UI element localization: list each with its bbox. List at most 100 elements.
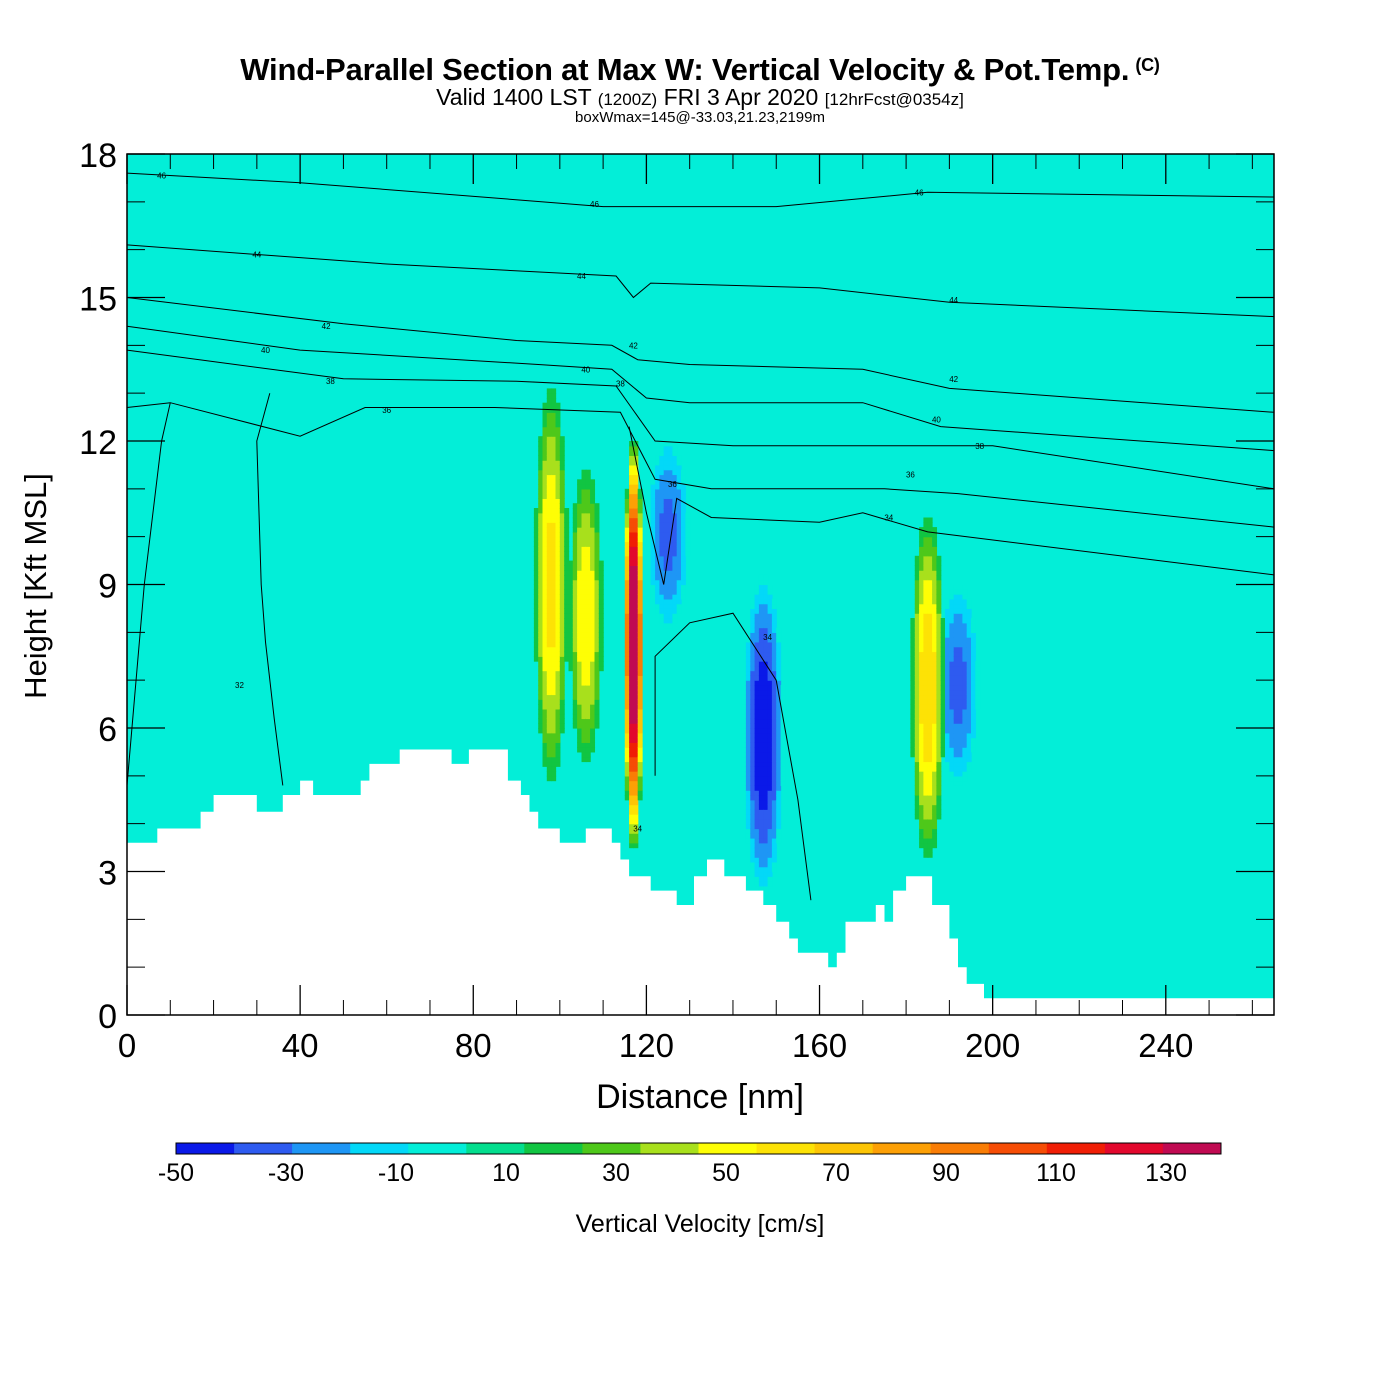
velocity-cell <box>633 527 639 533</box>
velocity-cell <box>564 536 570 543</box>
velocity-cell <box>629 608 635 614</box>
velocity-cell <box>542 689 548 696</box>
velocity-cell <box>975 694 981 700</box>
velocity-cell <box>945 646 950 653</box>
velocity-cell <box>546 589 552 595</box>
velocity-cell <box>741 766 747 772</box>
velocity-cell <box>767 852 773 858</box>
velocity-cell <box>923 694 929 700</box>
velocity-cell <box>533 522 539 528</box>
velocity-cell <box>910 747 916 753</box>
velocity-cell <box>637 536 643 543</box>
velocity-cell <box>776 809 782 815</box>
velocity-cell <box>577 546 583 552</box>
velocity-cell <box>932 551 938 557</box>
velocity-cell <box>923 809 929 815</box>
velocity-cell <box>559 685 565 691</box>
velocity-cell <box>577 665 583 672</box>
velocity-cell <box>776 680 782 686</box>
velocity-cell <box>910 751 916 758</box>
velocity-cell <box>676 536 682 543</box>
velocity-cell <box>927 823 933 830</box>
velocity-cell <box>763 775 769 782</box>
velocity-cell <box>590 613 596 619</box>
velocity-cell <box>927 771 933 777</box>
velocity-cell <box>655 479 661 485</box>
velocity-cell <box>594 613 600 619</box>
velocity-cell <box>546 536 552 543</box>
velocity-cell <box>555 474 561 480</box>
velocity-cell <box>564 584 570 590</box>
velocity-cell <box>914 694 920 700</box>
velocity-cell <box>940 718 946 724</box>
velocity-cell <box>919 646 925 653</box>
velocity-cell <box>763 579 769 586</box>
velocity-cell <box>633 627 639 633</box>
velocity-cell <box>650 527 656 533</box>
velocity-cell <box>932 756 938 763</box>
velocity-cell <box>750 795 756 801</box>
velocity-cell <box>750 742 756 748</box>
velocity-cell <box>750 661 756 667</box>
velocity-cell <box>962 656 968 662</box>
velocity-cell <box>767 737 773 743</box>
velocity-cell <box>750 818 756 825</box>
theta-contour-label: 32 <box>235 681 244 690</box>
velocity-cell <box>914 618 920 624</box>
velocity-cell <box>637 680 643 686</box>
velocity-cell <box>555 498 561 504</box>
velocity-cell <box>745 742 751 748</box>
velocity-cell <box>763 881 769 887</box>
velocity-cell <box>923 579 929 586</box>
velocity-cell <box>745 689 751 696</box>
velocity-cell <box>659 479 665 485</box>
velocity-cell <box>745 646 751 653</box>
velocity-cell <box>629 665 635 672</box>
velocity-cell <box>533 646 539 653</box>
velocity-cell <box>659 527 665 533</box>
velocity-cell <box>624 775 630 782</box>
velocity-cell <box>962 771 968 777</box>
velocity-cell <box>551 742 557 748</box>
velocity-cell <box>637 780 643 786</box>
velocity-cell <box>771 637 777 643</box>
velocity-cell <box>936 574 942 581</box>
velocity-cell <box>542 479 548 485</box>
theta-contour-line <box>127 244 1274 318</box>
velocity-cell <box>923 742 929 748</box>
velocity-cell <box>572 555 578 562</box>
velocity-cell <box>750 833 756 839</box>
velocity-cell <box>927 828 933 834</box>
velocity-cell <box>953 704 959 710</box>
velocity-cell <box>555 584 561 590</box>
velocity-cell <box>776 771 782 777</box>
velocity-cell <box>776 818 782 825</box>
velocity-cell <box>958 622 963 629</box>
velocity-cell <box>927 598 933 605</box>
velocity-cell <box>598 651 604 657</box>
velocity-cell <box>533 555 539 562</box>
velocity-cell <box>676 460 682 466</box>
velocity-cell <box>923 775 929 782</box>
velocity-cell <box>538 646 544 653</box>
velocity-cell <box>676 584 682 590</box>
velocity-cell <box>538 670 544 676</box>
velocity-cell <box>927 646 933 653</box>
velocity-cell <box>546 661 552 667</box>
velocity-cell <box>767 814 773 820</box>
velocity-cell <box>637 546 643 552</box>
velocity-cell <box>927 641 933 648</box>
velocity-cell <box>590 675 596 681</box>
velocity-cell <box>741 723 747 729</box>
velocity-cell <box>546 560 552 566</box>
velocity-cell <box>780 742 786 748</box>
velocity-cell <box>919 785 925 791</box>
velocity-cell <box>763 890 769 896</box>
velocity-cell <box>953 775 959 782</box>
velocity-cell <box>914 598 920 605</box>
velocity-cell <box>663 441 669 447</box>
velocity-cell <box>668 594 673 600</box>
velocity-cell <box>949 608 955 614</box>
velocity-cell <box>932 799 938 806</box>
velocity-cell <box>750 809 756 815</box>
